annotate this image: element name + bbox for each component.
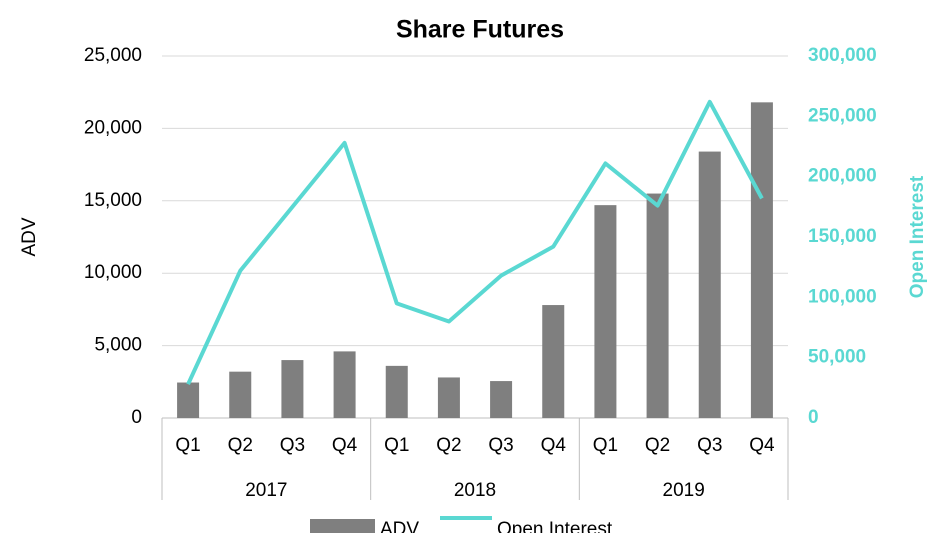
y2-tick-label: 100,000 bbox=[808, 286, 877, 307]
group-label: 2019 bbox=[663, 480, 705, 501]
bar bbox=[490, 381, 513, 418]
y2-tick-label: 250,000 bbox=[808, 105, 877, 126]
bar bbox=[385, 365, 408, 418]
bar bbox=[333, 351, 356, 418]
legend-label: ADV bbox=[380, 519, 419, 533]
y-tick-label: 5,000 bbox=[94, 335, 142, 356]
y2-tick-label: 150,000 bbox=[808, 226, 877, 247]
legend-swatch bbox=[310, 519, 375, 533]
y2-tick-label: 50,000 bbox=[808, 347, 866, 368]
x-tick-label: Q1 bbox=[593, 435, 618, 456]
bar bbox=[437, 377, 460, 418]
x-tick-label: Q3 bbox=[488, 435, 513, 456]
legend-label: Open Interest bbox=[497, 519, 613, 533]
y-tick-label: 0 bbox=[131, 407, 142, 428]
y2-tick-label: 200,000 bbox=[808, 166, 877, 187]
y-tick-label: 25,000 bbox=[84, 45, 142, 66]
y2-axis-label: Open Interest bbox=[907, 175, 927, 298]
x-tick-label: Q4 bbox=[541, 435, 567, 456]
y-axis-label: ADV bbox=[19, 217, 40, 256]
bar bbox=[177, 382, 200, 418]
line bbox=[186, 99, 764, 386]
x-tick-label: Q4 bbox=[332, 435, 358, 456]
x-tick-label: Q3 bbox=[280, 435, 305, 456]
bar bbox=[750, 102, 773, 418]
x-tick-label: Q2 bbox=[228, 435, 253, 456]
y-tick-label: 10,000 bbox=[84, 262, 142, 283]
bar bbox=[281, 360, 304, 418]
y-tick-label: 15,000 bbox=[84, 190, 142, 211]
bar bbox=[542, 305, 565, 418]
x-tick-label: Q1 bbox=[384, 435, 409, 456]
y2-tick-label: 300,000 bbox=[808, 45, 877, 66]
x-tick-label: Q1 bbox=[175, 435, 200, 456]
bar bbox=[698, 151, 721, 418]
group-label: 2018 bbox=[454, 480, 496, 501]
x-tick-label: Q2 bbox=[645, 435, 670, 456]
chart-title: Share Futures bbox=[396, 16, 564, 44]
group-label: 2017 bbox=[245, 480, 287, 501]
bar bbox=[594, 205, 617, 418]
y2-tick-label: 0 bbox=[808, 407, 819, 428]
bar bbox=[229, 371, 252, 418]
bar bbox=[646, 193, 669, 418]
x-tick-label: Q3 bbox=[697, 435, 722, 456]
x-tick-label: Q4 bbox=[749, 435, 775, 456]
y-tick-label: 20,000 bbox=[84, 117, 142, 138]
x-tick-label: Q2 bbox=[436, 435, 461, 456]
